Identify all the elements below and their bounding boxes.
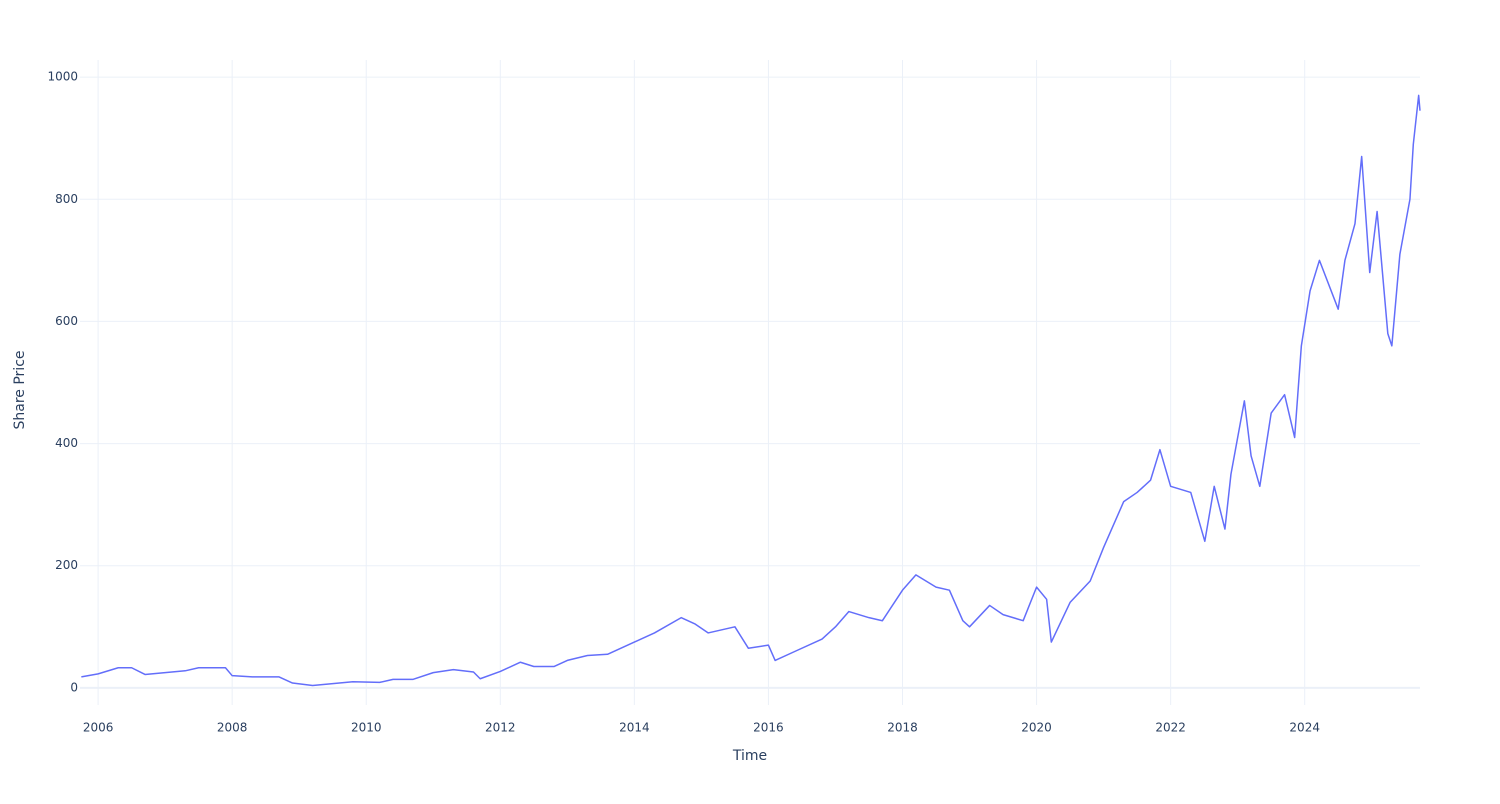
- x-axis-title: Time: [732, 748, 767, 764]
- x-tick-label: 2016: [753, 721, 784, 735]
- x-tick-label: 2022: [1155, 721, 1186, 735]
- y-tick-label: 200: [55, 558, 78, 572]
- x-tick-label: 2024: [1289, 721, 1320, 735]
- y-tick-label: 600: [55, 314, 78, 328]
- y-axis-title: Share Price: [12, 350, 28, 429]
- y-tick-label: 400: [55, 436, 78, 450]
- y-tick-label: 800: [55, 192, 78, 206]
- x-tick-label: 2020: [1021, 721, 1052, 735]
- x-tick-label: 2012: [485, 721, 516, 735]
- price-line: [81, 94, 1421, 687]
- x-tick-label: 2008: [217, 721, 248, 735]
- x-tick-label: 2010: [351, 721, 382, 735]
- x-tick-label: 2014: [619, 721, 650, 735]
- y-tick-label: 1000: [47, 70, 78, 84]
- x-tick-label: 2018: [887, 721, 918, 735]
- x-tick-label: 2006: [83, 721, 114, 735]
- y-tick-label: 0: [70, 680, 78, 694]
